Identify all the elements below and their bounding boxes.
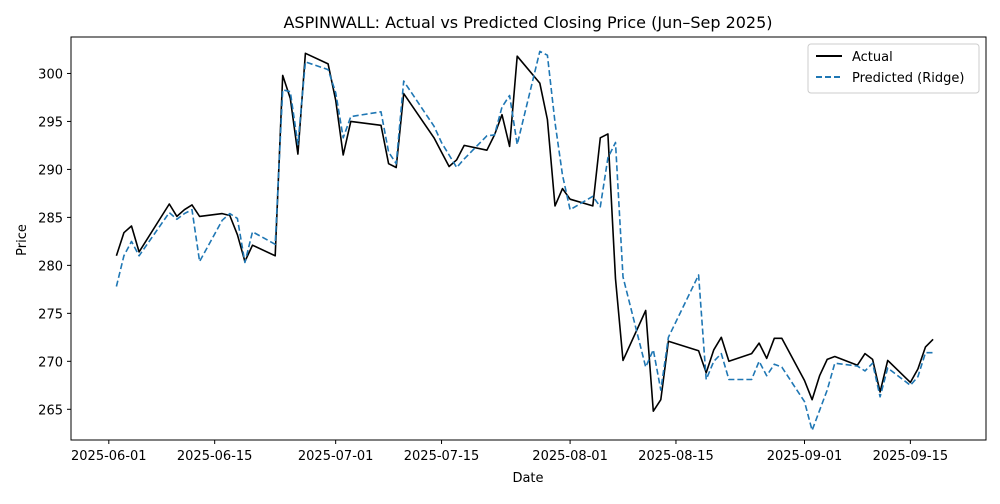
legend-label-predicted: Predicted (Ridge) [852, 71, 964, 86]
legend-label-actual: Actual [852, 50, 893, 65]
x-tick-label: 2025-09-01 [767, 449, 843, 464]
y-tick-label: 290 [38, 163, 63, 178]
plot-area-frame [70, 36, 987, 441]
y-tick-label: 295 [38, 115, 63, 130]
series-line-actual [115, 52, 934, 413]
series-line-predicted [115, 50, 934, 432]
legend: Actual Predicted (Ridge) [807, 43, 980, 94]
x-axis-label: Date [512, 471, 543, 486]
y-tick-label: 300 [38, 67, 63, 82]
x-tick-label: 2025-07-15 [404, 449, 480, 464]
x-tick-label: 2025-08-15 [638, 449, 714, 464]
x-tick-label: 2025-07-01 [298, 449, 374, 464]
series-layer [115, 50, 934, 432]
y-axis: 265 270 275 280 285 290 295 300 [38, 67, 71, 418]
y-tick-label: 265 [38, 403, 63, 418]
y-tick-label: 285 [38, 211, 63, 226]
x-tick-label: 2025-09-15 [873, 449, 949, 464]
legend-box [807, 43, 980, 94]
y-tick-label: 280 [38, 259, 63, 274]
y-axis-label: Price [15, 224, 30, 256]
x-tick-label: 2025-08-01 [532, 449, 608, 464]
x-tick-label: 2025-06-15 [177, 449, 253, 464]
x-axis: 2025-06-01 2025-06-15 2025-07-01 2025-07-15… [71, 440, 948, 464]
y-tick-label: 270 [38, 355, 63, 370]
x-tick-label: 2025-06-01 [71, 449, 147, 464]
chart-title: ASPINWALL: Actual vs Predicted Closing P… [283, 13, 772, 32]
y-tick-label: 275 [38, 307, 63, 322]
